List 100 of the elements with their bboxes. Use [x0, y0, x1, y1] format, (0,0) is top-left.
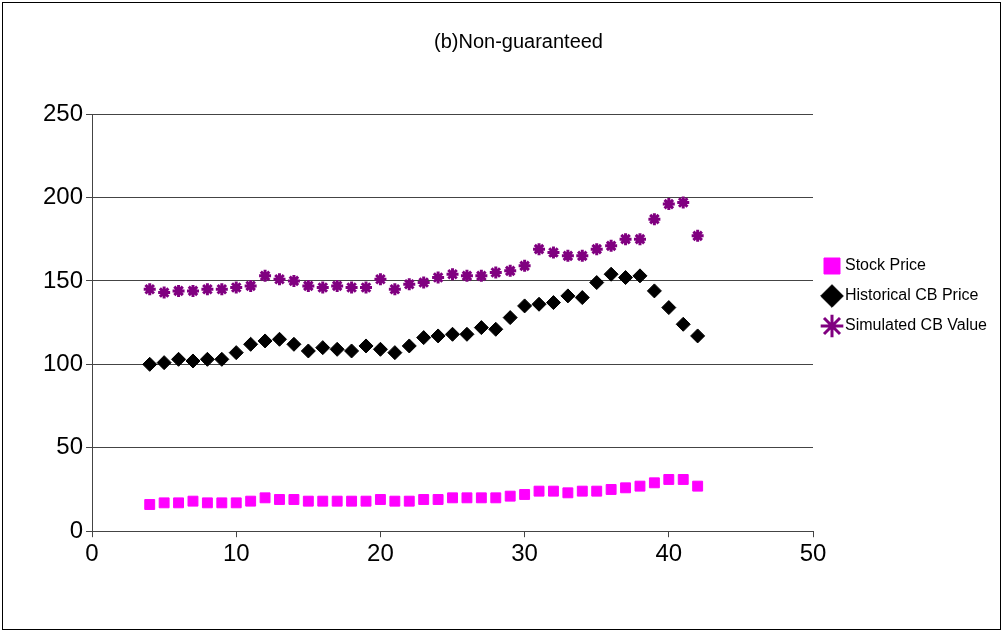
point — [331, 495, 343, 507]
point — [358, 280, 374, 296]
point — [142, 356, 158, 372]
point — [372, 271, 388, 287]
point — [459, 268, 475, 284]
point — [158, 497, 170, 509]
point — [519, 489, 531, 500]
x-tick-label: 50 — [799, 539, 827, 567]
point — [214, 351, 230, 367]
point — [315, 340, 331, 356]
point — [677, 474, 689, 485]
point — [545, 295, 561, 311]
point — [531, 241, 547, 257]
point — [401, 276, 417, 292]
point — [387, 345, 403, 361]
point — [574, 248, 590, 264]
point — [374, 494, 386, 505]
point — [259, 492, 271, 504]
point — [690, 228, 706, 244]
point — [344, 343, 360, 359]
point — [360, 495, 372, 507]
point — [230, 497, 242, 509]
point — [589, 241, 605, 257]
point — [488, 265, 504, 281]
point — [646, 283, 662, 299]
point — [675, 316, 691, 332]
point — [286, 273, 302, 289]
point — [562, 487, 574, 499]
point — [416, 275, 432, 291]
point — [603, 266, 619, 282]
point — [490, 492, 502, 504]
point — [632, 268, 648, 284]
point — [517, 298, 533, 314]
point — [156, 285, 172, 301]
point — [228, 280, 244, 296]
x-tick-label: 20 — [367, 539, 394, 567]
point — [634, 480, 646, 492]
x-tick-label: 10 — [222, 539, 250, 567]
point — [445, 326, 461, 342]
point — [545, 245, 561, 261]
point — [605, 484, 617, 495]
point — [257, 268, 273, 284]
point — [358, 338, 374, 354]
point — [430, 270, 446, 286]
point — [661, 196, 677, 212]
point — [416, 330, 432, 346]
point — [646, 211, 662, 227]
point — [300, 278, 316, 294]
point — [502, 310, 518, 326]
point — [315, 280, 331, 296]
point — [488, 321, 504, 337]
point — [418, 494, 430, 505]
point — [199, 281, 215, 297]
point — [329, 341, 345, 357]
point — [548, 485, 559, 497]
legend-label: Simulated CB Value — [845, 316, 988, 334]
point — [199, 351, 215, 367]
point — [632, 231, 648, 247]
point — [461, 492, 473, 504]
point — [300, 343, 316, 359]
point — [473, 320, 489, 336]
point — [620, 482, 631, 494]
legend-label: Historical CB Price — [845, 286, 979, 304]
point — [675, 194, 691, 210]
y-tick-label: 150 — [43, 265, 84, 293]
legend-label: Stock Price — [845, 256, 927, 274]
point — [185, 283, 201, 299]
point — [144, 499, 156, 510]
x-tick-label: 40 — [655, 539, 683, 567]
point — [473, 268, 489, 284]
point — [389, 495, 401, 507]
point — [403, 495, 415, 507]
point — [648, 477, 660, 489]
point — [690, 328, 706, 344]
point — [560, 288, 576, 304]
point — [531, 296, 547, 312]
point — [288, 494, 300, 505]
point — [171, 283, 187, 299]
point — [171, 351, 187, 367]
point — [216, 497, 228, 509]
point — [329, 278, 345, 294]
point — [243, 336, 259, 352]
point — [533, 485, 545, 497]
y-tick-label: 200 — [43, 182, 84, 210]
chart-title: (b)Non-guaranteed — [434, 29, 603, 52]
point — [445, 266, 461, 282]
point — [271, 271, 287, 287]
point — [618, 231, 634, 247]
point — [228, 345, 244, 361]
point — [618, 270, 634, 286]
point — [185, 353, 201, 369]
point — [401, 338, 417, 354]
point — [475, 492, 487, 504]
point — [517, 258, 533, 274]
point — [317, 495, 329, 507]
point — [661, 300, 677, 316]
point — [344, 280, 360, 296]
point — [459, 326, 475, 342]
point — [574, 290, 590, 306]
point — [692, 480, 704, 492]
